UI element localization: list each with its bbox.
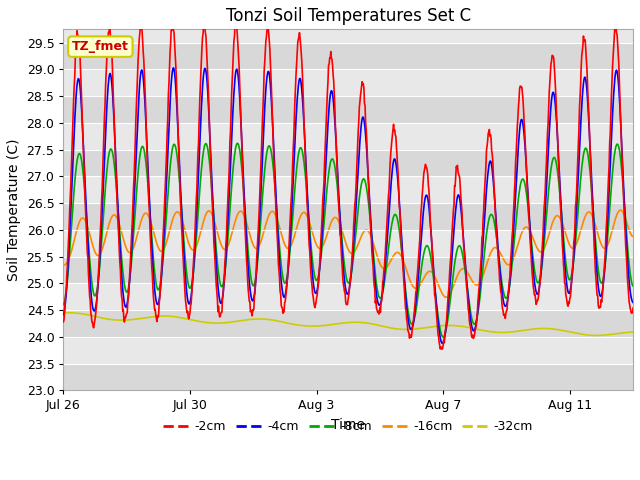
Title: Tonzi Soil Temperatures Set C: Tonzi Soil Temperatures Set C	[226, 7, 471, 25]
Bar	[63, 150, 633, 176]
Bar	[63, 310, 633, 337]
Bar	[63, 283, 633, 310]
Bar	[63, 230, 633, 257]
Bar	[63, 257, 633, 283]
Text: TZ_fmet: TZ_fmet	[72, 40, 129, 53]
Bar	[63, 123, 633, 150]
Bar	[63, 176, 633, 203]
Bar	[63, 43, 633, 70]
Bar	[63, 70, 633, 96]
Bar	[63, 337, 633, 363]
Bar	[63, 363, 633, 390]
Y-axis label: Soil Temperature (C): Soil Temperature (C)	[7, 139, 21, 281]
Bar	[63, 96, 633, 123]
Bar	[63, 29, 633, 43]
X-axis label: Time: Time	[332, 418, 365, 432]
Bar	[63, 203, 633, 230]
Legend: -2cm, -4cm, -8cm, -16cm, -32cm: -2cm, -4cm, -8cm, -16cm, -32cm	[159, 415, 538, 438]
